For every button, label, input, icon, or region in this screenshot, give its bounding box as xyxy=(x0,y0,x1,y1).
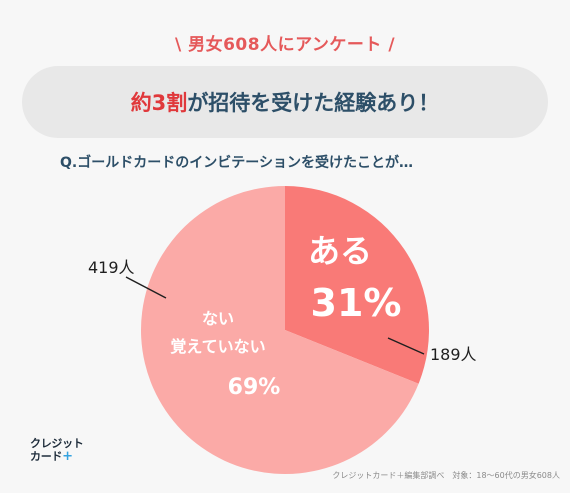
logo-line2: カード xyxy=(30,450,63,463)
slice-percent-yes: 31% xyxy=(311,281,402,325)
survey-tag: \ 男女608人にアンケート / xyxy=(174,35,396,55)
slice-percent-no: 69% xyxy=(228,375,281,400)
slice-label-no-line2: 覚えていない xyxy=(170,337,265,356)
slice-label-no-line1: ない xyxy=(202,309,234,328)
count-label-no: 419人 xyxy=(88,258,135,277)
headline-text: が招待を受けた経験あり！ xyxy=(187,91,440,115)
footer-note: クレジットカード＋編集部調べ 対象：18〜60代の男女608人 xyxy=(332,471,560,480)
pie-slice-yes xyxy=(285,186,429,384)
question-text: Q.ゴールドカードのインビテーションを受けたことが… xyxy=(60,155,413,171)
pie-slice-no xyxy=(140,186,419,475)
headline-pill: 約3割 が招待を受けた経験あり！ xyxy=(22,66,548,138)
logo-line1: クレジット xyxy=(30,437,84,450)
headline-accent: 約3割 xyxy=(130,91,188,115)
leader-line-yes xyxy=(387,337,425,355)
leader-line-no xyxy=(125,276,167,299)
count-label-yes: 189人 xyxy=(430,345,477,364)
logo-plus: + xyxy=(62,449,73,464)
slice-label-yes: ある xyxy=(308,232,372,270)
logo-line2-row: カード+ xyxy=(30,450,84,463)
brand-logo: クレジット カード+ xyxy=(30,437,84,463)
